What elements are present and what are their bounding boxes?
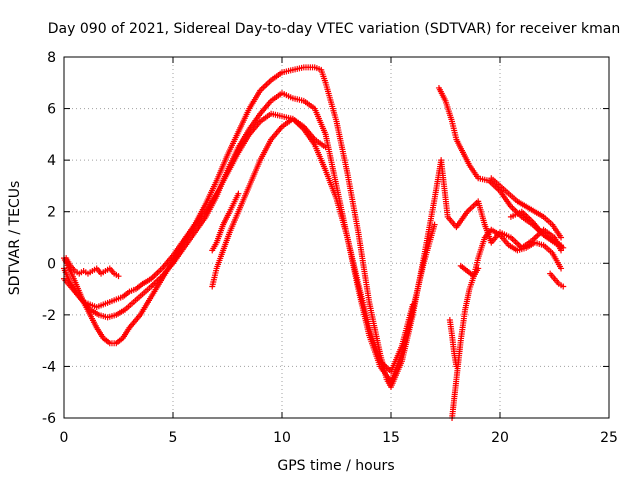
x-tick-label: 15 — [382, 430, 400, 446]
plot-frame — [63, 56, 610, 419]
x-tick-label: 0 — [60, 430, 69, 446]
y-tick-label: -2 — [42, 308, 56, 324]
data-point — [431, 221, 438, 228]
axis-ticks — [63, 56, 610, 419]
y-axis-label: SDTVAR / TECUs — [7, 181, 23, 296]
series-track-f — [209, 190, 242, 254]
series-track-j — [457, 262, 482, 280]
series-track-g — [435, 84, 567, 251]
x-axis-label: GPS time / hours — [277, 458, 394, 474]
data-point — [558, 234, 565, 241]
series-track-e — [209, 115, 329, 290]
data-point — [115, 273, 122, 280]
x-tick-labels: 0 5 10 15 20 25 — [60, 430, 618, 446]
series-track-i — [446, 317, 460, 370]
data-point — [409, 301, 416, 308]
series-track-d — [63, 255, 122, 280]
series-track-l — [507, 208, 565, 249]
x-tick-label: 25 — [600, 430, 618, 446]
series-track-h — [449, 226, 565, 421]
y-tick-label: -4 — [42, 359, 56, 375]
data-point — [453, 363, 460, 370]
data-point — [558, 265, 565, 272]
x-tick-label: 5 — [169, 430, 178, 446]
data-point — [558, 242, 565, 249]
series-track-c — [61, 110, 416, 375]
y-tick-label: 4 — [47, 153, 56, 169]
x-tick-label: 20 — [491, 430, 509, 446]
data-point — [322, 144, 329, 151]
data-marks — [61, 64, 567, 421]
y-tick-labels: -6 -4 -2 0 2 4 6 8 — [42, 50, 56, 427]
y-tick-label: 2 — [47, 205, 56, 221]
x-tick-label: 10 — [273, 430, 291, 446]
y-tick-label: 6 — [47, 102, 56, 118]
data-point — [560, 283, 567, 290]
y-tick-label: -6 — [42, 411, 56, 427]
series-track-a — [61, 64, 565, 391]
series-track-k — [488, 175, 565, 241]
data-point — [475, 265, 482, 272]
data-point — [235, 190, 242, 197]
y-tick-label: 0 — [47, 256, 56, 272]
chart-title: Day 090 of 2021, Sidereal Day-to-day VTE… — [48, 21, 620, 37]
grid-lines — [64, 57, 609, 418]
y-tick-label: 8 — [47, 50, 56, 66]
series-track-m — [547, 270, 567, 290]
